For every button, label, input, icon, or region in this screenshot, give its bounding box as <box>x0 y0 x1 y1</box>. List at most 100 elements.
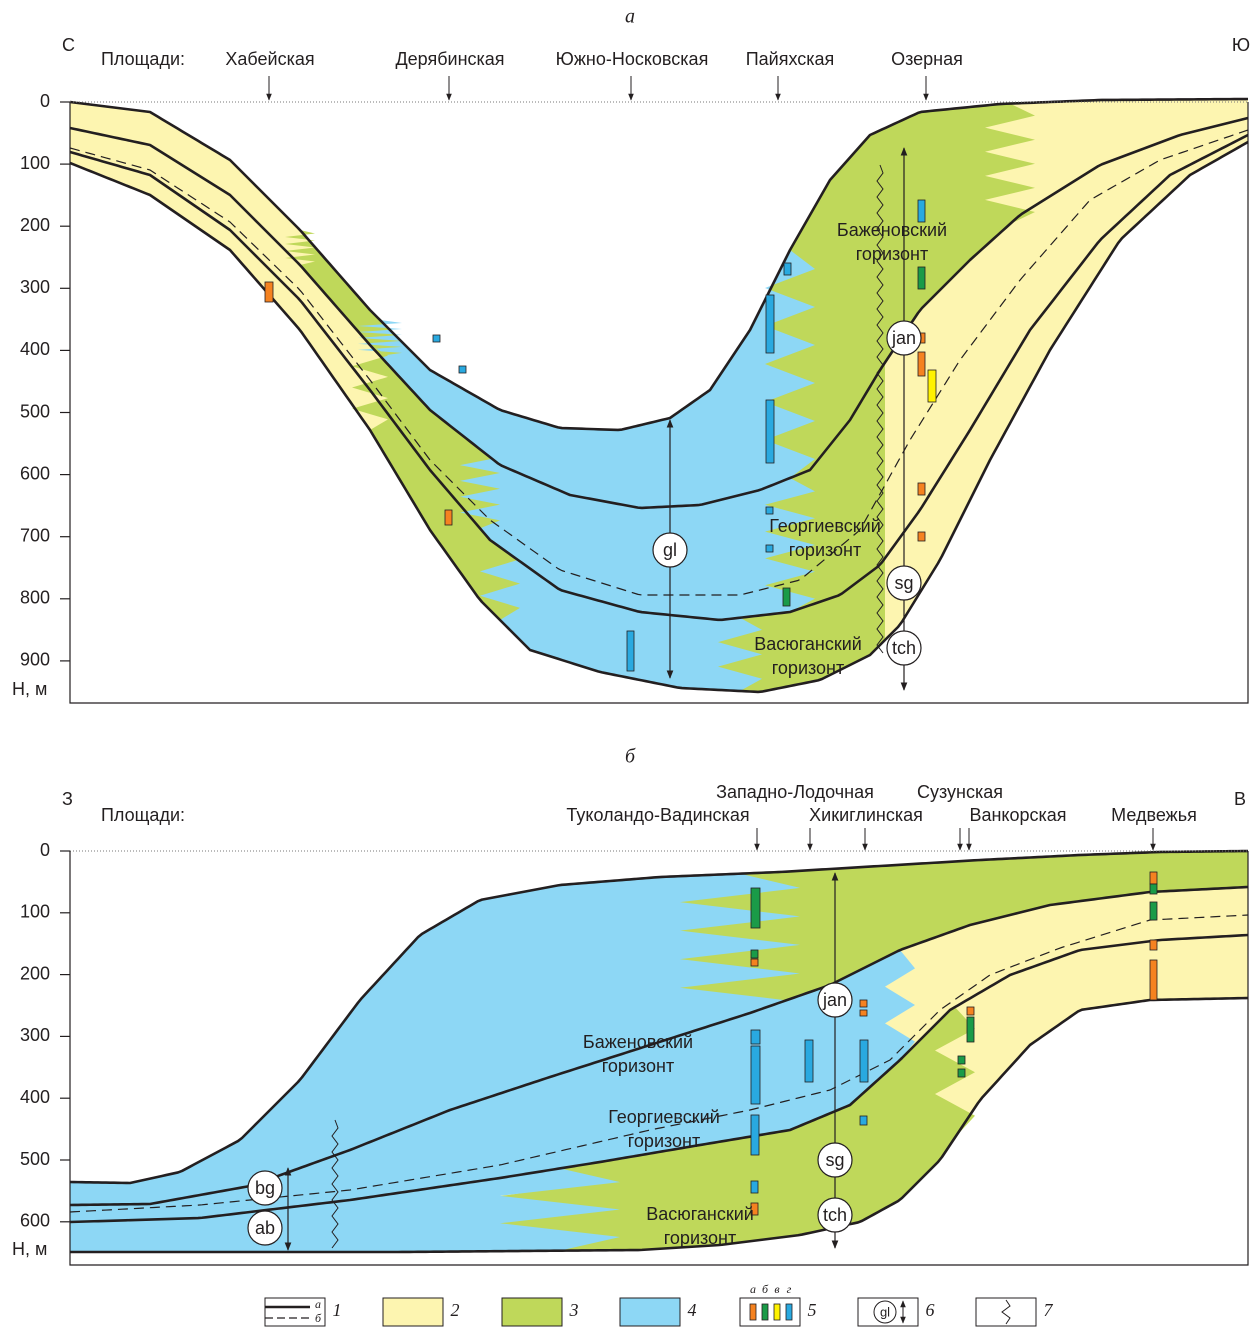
legend-sample <box>762 1304 768 1320</box>
index-label: bg <box>255 1178 275 1198</box>
axis-label: H, м <box>12 1239 47 1259</box>
index-label: tch <box>892 638 916 658</box>
depth-label: 900 <box>20 650 50 670</box>
legend-number: 7 <box>1044 1300 1054 1320</box>
legend-sample <box>774 1304 780 1320</box>
sample <box>751 950 758 958</box>
legend-number: 1 <box>333 1300 342 1320</box>
horizon-label: горизонт <box>856 244 929 264</box>
legend-sample <box>750 1304 756 1320</box>
depth-label: 500 <box>20 1149 50 1169</box>
depth-label: 100 <box>20 902 50 922</box>
depth-label: 600 <box>20 1211 50 1231</box>
depth-label: 600 <box>20 463 50 483</box>
depth-label: 300 <box>20 277 50 297</box>
area-name: Ванкорская <box>969 805 1066 825</box>
horizon-label: Васюганский <box>646 1204 754 1224</box>
depth-label: 400 <box>20 1087 50 1107</box>
sample <box>958 1056 965 1064</box>
area-name: Хикиглинская <box>809 805 923 825</box>
horizon-label: горизонт <box>772 658 845 678</box>
sample <box>918 200 925 222</box>
horizon-label: Баженовский <box>837 220 947 240</box>
sample <box>433 335 440 342</box>
sample <box>751 959 758 966</box>
legend-sub: а <box>315 1297 321 1311</box>
direction: Ю <box>1232 35 1250 55</box>
legend-number: 2 <box>451 1300 460 1320</box>
sample <box>445 510 452 525</box>
area-name: Медвежья <box>1111 805 1197 825</box>
depth-label: 0 <box>40 91 50 111</box>
depth-label: 400 <box>20 339 50 359</box>
sample <box>766 507 773 514</box>
depth-label: 500 <box>20 401 50 421</box>
sample <box>918 483 925 495</box>
horizon-label: горизонт <box>602 1056 675 1076</box>
sample <box>751 1115 759 1155</box>
area-name: Туколандо-Вадинская <box>566 805 749 825</box>
sample <box>766 545 773 552</box>
direction: В <box>1234 789 1246 809</box>
index-label: ab <box>255 1218 275 1238</box>
axis-label: H, м <box>12 679 47 699</box>
sample <box>860 1010 867 1016</box>
depth-label: 100 <box>20 153 50 173</box>
legend-number: 5 <box>808 1300 817 1320</box>
depth-label: 0 <box>40 840 50 860</box>
depth-label: 800 <box>20 588 50 608</box>
sample <box>751 888 760 928</box>
sample <box>784 263 791 275</box>
legend-box <box>502 1298 562 1326</box>
index-label: sg <box>825 1150 844 1170</box>
sample <box>918 532 925 541</box>
panel-label: а <box>625 6 635 28</box>
sample <box>766 400 774 463</box>
horizon-label: Георгиевский <box>769 516 881 536</box>
sample <box>860 1040 868 1082</box>
panel-label: б <box>625 746 636 768</box>
horizon-label: горизонт <box>664 1228 737 1248</box>
index-label: jan <box>891 328 916 348</box>
sample <box>918 352 925 376</box>
sample <box>1150 884 1157 894</box>
depth-label: 300 <box>20 1025 50 1045</box>
index-label: tch <box>823 1205 847 1225</box>
legend-sub: а <box>750 1282 756 1296</box>
direction: З <box>62 789 73 809</box>
sample <box>1150 902 1157 920</box>
cross-sections: janglsgtchjansgtchbgab010020030040050060… <box>0 0 1250 1332</box>
area-name: Пайяхская <box>746 49 835 69</box>
sample <box>860 1116 867 1125</box>
sample <box>860 1000 867 1007</box>
horizon-label: Георгиевский <box>608 1107 720 1127</box>
horizon-label: Васюганский <box>754 634 862 654</box>
depth-label: 200 <box>20 215 50 235</box>
legend-sample <box>786 1304 792 1320</box>
horizon-label: горизонт <box>789 540 862 560</box>
depth-label: 700 <box>20 525 50 545</box>
legend-sub: г <box>787 1282 792 1296</box>
sample <box>627 631 634 671</box>
legend-number: 6 <box>926 1300 935 1320</box>
sample <box>766 295 774 353</box>
sample <box>1150 872 1157 884</box>
area-name: Хабейская <box>225 49 314 69</box>
legend-sub: gl <box>880 1304 890 1319</box>
legend-sub: в <box>774 1282 779 1296</box>
sample <box>805 1040 813 1082</box>
sample <box>751 1046 760 1104</box>
legend-box <box>383 1298 443 1326</box>
legend-box <box>976 1298 1036 1326</box>
legend-number: 4 <box>688 1300 697 1320</box>
legend-sub: б <box>762 1282 769 1296</box>
index-label: gl <box>663 540 677 560</box>
depth-label: 200 <box>20 963 50 983</box>
sample <box>459 366 466 373</box>
area-name: Сузунская <box>917 782 1003 802</box>
direction: С <box>62 35 75 55</box>
areas-title: Площади: <box>101 49 185 69</box>
sample <box>967 1007 974 1015</box>
sample <box>958 1069 965 1077</box>
sample <box>967 1017 974 1042</box>
